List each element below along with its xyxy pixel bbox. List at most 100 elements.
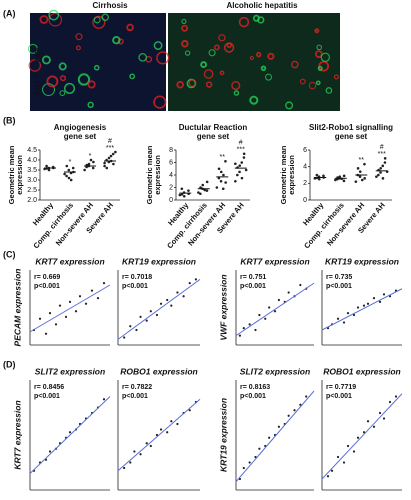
annotation: r= 0.669 [34, 274, 60, 281]
significance-marker: *** [106, 145, 114, 152]
y-tick-label: 4.5 [27, 147, 37, 154]
data-point [378, 300, 382, 303]
data-point [83, 168, 86, 172]
data-point [354, 180, 358, 183]
cell [213, 44, 220, 51]
panel-label: (B) [3, 115, 16, 125]
cell [267, 52, 275, 60]
data-point [346, 312, 350, 315]
cell [333, 74, 339, 80]
data-point [224, 159, 227, 163]
chart-title: ROBO1 expression [323, 366, 400, 376]
annotation: p<0.001 [326, 283, 352, 290]
data-point [102, 282, 106, 285]
y-axis-label: expression [153, 155, 162, 195]
cell [87, 80, 96, 89]
data-point [65, 164, 69, 168]
y-tick-label: 2 [169, 184, 173, 191]
micrograph-title: Cirrhosis [92, 1, 128, 10]
annotation: p<0.001 [326, 393, 352, 400]
data-point [375, 175, 378, 178]
cell [153, 41, 163, 50]
data-point [366, 302, 370, 305]
data-point [342, 179, 346, 183]
data-point [377, 173, 380, 177]
data-point [180, 193, 184, 196]
significance-marker: * [69, 159, 72, 166]
y-tick-label: 3.0 [27, 177, 37, 184]
y-tick-label: 4 [303, 164, 307, 171]
annotation: r= 0.8163 [240, 384, 270, 391]
data-point [268, 306, 271, 309]
cell [101, 13, 109, 21]
data-point [205, 189, 209, 192]
data-point [65, 174, 68, 178]
data-point [219, 170, 223, 174]
data-point [383, 161, 387, 164]
data-point [48, 450, 52, 453]
y-axis-label: KRT7 expression [12, 400, 22, 469]
annotation: r= 0.7719 [326, 384, 356, 391]
panel-label: (A) [3, 8, 16, 18]
data-point [381, 164, 385, 168]
y-tick-label: 2 [303, 180, 307, 187]
annotation: p<0.001 [240, 283, 266, 290]
data-point [47, 168, 51, 172]
data-point [317, 177, 321, 181]
trend-line [235, 282, 315, 337]
y-axis-label: KRT19 expression [218, 398, 228, 472]
chart-title: gene set [197, 132, 230, 141]
data-point [330, 469, 334, 472]
data-point [356, 167, 360, 170]
data-point [103, 161, 106, 165]
data-point [287, 291, 290, 294]
annotation: p<0.001 [122, 393, 148, 400]
cell [184, 50, 191, 56]
data-point [238, 334, 241, 337]
data-point [240, 176, 244, 180]
data-point [240, 161, 244, 164]
data-point [112, 162, 115, 166]
data-point [363, 177, 366, 180]
y-tick-label: 0 [169, 197, 173, 204]
data-point [299, 403, 302, 406]
data-point [254, 328, 257, 332]
trend-line [321, 393, 403, 480]
data-point [182, 194, 186, 198]
data-point [378, 411, 382, 415]
data-point [44, 332, 48, 335]
cell [129, 73, 136, 80]
y-tick-label: 2.5 [27, 187, 37, 194]
chart-title: SLIT2 expression [240, 366, 310, 376]
cell [138, 53, 147, 62]
cell [325, 87, 333, 94]
trend-line [321, 288, 403, 331]
data-point [188, 409, 191, 412]
data-point [277, 425, 280, 428]
data-point [258, 313, 261, 317]
cell [27, 43, 38, 54]
chart-title: Ductular Reaction [179, 123, 248, 132]
data-point [342, 461, 346, 464]
y-axis-label: Geometric mean [7, 145, 16, 204]
cell [299, 78, 306, 85]
stain-label: VWF [33, 47, 42, 64]
data-point [199, 186, 202, 189]
data-point [87, 162, 91, 166]
data-point [336, 455, 340, 459]
annotation: r= 0.751 [240, 274, 266, 281]
significance-marker: ** [359, 157, 365, 164]
y-axis-label: VWF expression [218, 274, 228, 340]
cell [126, 23, 134, 32]
data-point [63, 172, 66, 176]
data-point [123, 466, 126, 470]
data-point [155, 433, 159, 437]
panel-label: (C) [3, 249, 16, 259]
cell [181, 24, 189, 32]
chart-title: KRT19 expression [325, 256, 399, 266]
data-point [394, 395, 398, 398]
cell [257, 16, 265, 24]
significance-marker: # [380, 144, 384, 151]
data-point [133, 450, 136, 453]
cell [181, 39, 189, 48]
